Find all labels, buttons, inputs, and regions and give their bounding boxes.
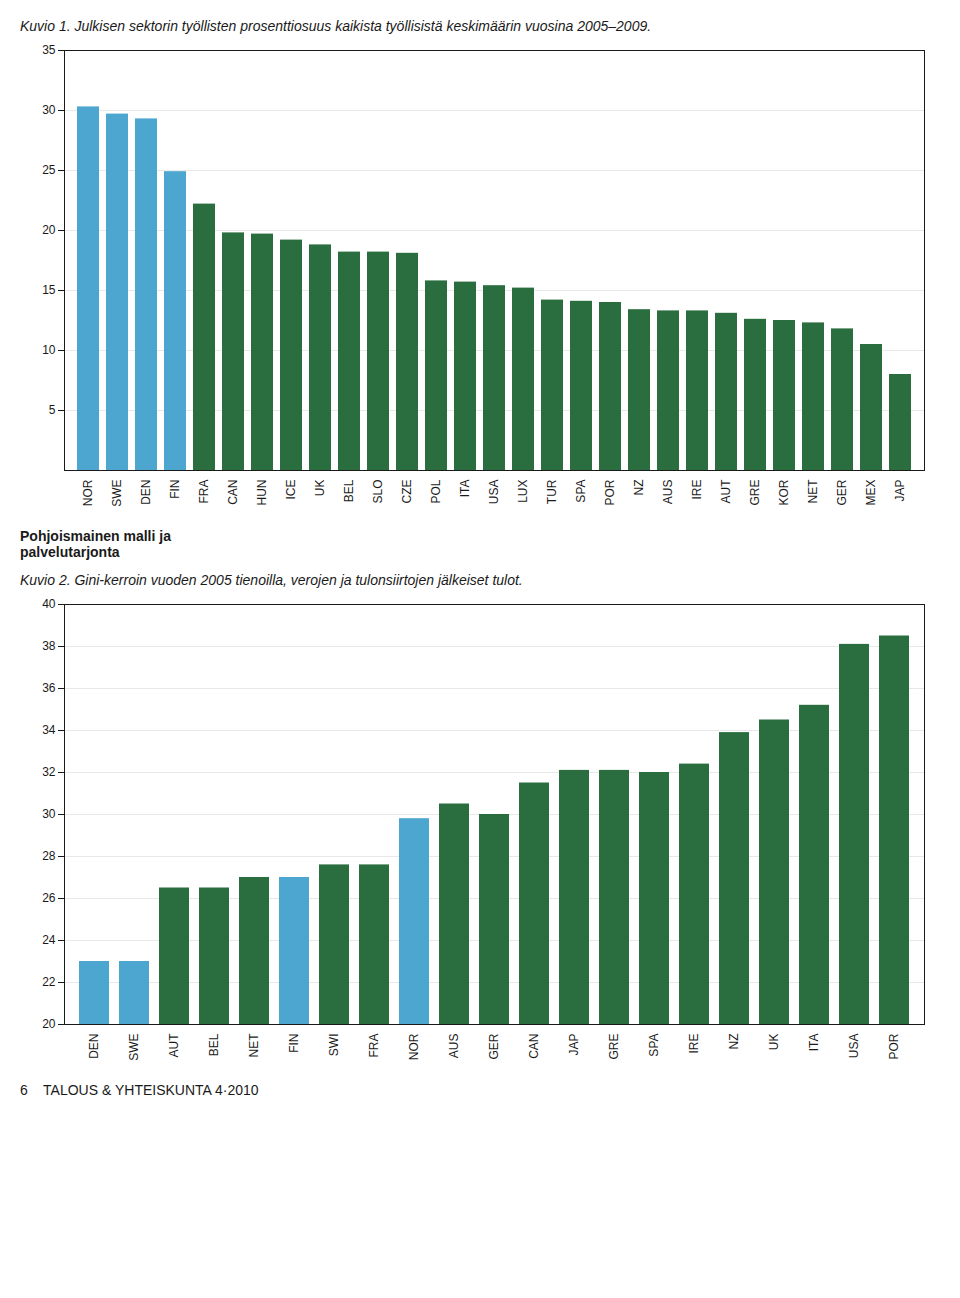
svg-text:SPA: SPA xyxy=(647,1034,661,1057)
svg-text:15: 15 xyxy=(42,283,56,297)
svg-text:GRE: GRE xyxy=(748,480,762,506)
svg-text:KOR: KOR xyxy=(777,479,791,505)
svg-text:36: 36 xyxy=(42,681,56,695)
svg-text:USA: USA xyxy=(847,1034,861,1059)
svg-text:AUS: AUS xyxy=(661,480,675,505)
svg-text:ICE: ICE xyxy=(284,480,298,500)
svg-text:38: 38 xyxy=(42,639,56,653)
svg-text:ITA: ITA xyxy=(807,1034,821,1052)
svg-text:SLO: SLO xyxy=(371,480,385,504)
svg-text:NET: NET xyxy=(247,1033,261,1058)
svg-text:35: 35 xyxy=(42,43,56,57)
svg-text:5: 5 xyxy=(49,403,56,417)
svg-text:CAN: CAN xyxy=(226,480,240,505)
svg-text:USA: USA xyxy=(487,480,501,505)
svg-text:JAP: JAP xyxy=(567,1034,581,1056)
svg-text:SWE: SWE xyxy=(110,480,124,507)
svg-text:40: 40 xyxy=(42,597,56,611)
svg-text:32: 32 xyxy=(42,765,56,779)
svg-text:POL: POL xyxy=(429,479,443,503)
svg-text:CAN: CAN xyxy=(527,1034,541,1059)
svg-text:GER: GER xyxy=(835,479,849,505)
svg-text:SWI: SWI xyxy=(327,1034,341,1057)
svg-text:20: 20 xyxy=(42,1017,56,1031)
svg-text:SWE: SWE xyxy=(127,1034,141,1061)
svg-text:30: 30 xyxy=(42,807,56,821)
svg-text:AUS: AUS xyxy=(447,1034,461,1059)
svg-text:34: 34 xyxy=(42,723,56,737)
svg-text:NZ: NZ xyxy=(727,1034,741,1050)
svg-text:NOR: NOR xyxy=(407,1033,421,1060)
svg-text:FRA: FRA xyxy=(197,480,211,504)
svg-text:LUX: LUX xyxy=(516,480,530,503)
svg-text:JAP: JAP xyxy=(893,480,907,502)
html-text:Pohjoismainen malli ja palvelu: Pohjoismainen malli ja palvelutarjonta xyxy=(20,528,171,560)
svg-text:20: 20 xyxy=(42,223,56,237)
svg-text:CZE: CZE xyxy=(400,480,414,504)
html-text:Kuvio 2. Gini-kerroin vuoden 2: Kuvio 2. Gini-kerroin vuoden 2005 tienoi… xyxy=(20,572,523,588)
svg-text:NZ: NZ xyxy=(632,480,646,496)
svg-text:10: 10 xyxy=(42,343,56,357)
svg-text:BEL: BEL xyxy=(342,479,356,502)
svg-text:TUR: TUR xyxy=(545,479,559,504)
svg-text:26: 26 xyxy=(42,891,56,905)
svg-text:UK: UK xyxy=(313,480,327,497)
svg-text:IRE: IRE xyxy=(690,480,704,500)
svg-text:NET: NET xyxy=(806,479,820,504)
svg-text:ITA: ITA xyxy=(458,480,472,498)
svg-text:28: 28 xyxy=(42,849,56,863)
html-text:Kuvio 1. Julkisen sektorin työ: Kuvio 1. Julkisen sektorin työllisten pr… xyxy=(20,18,652,34)
svg-text:30: 30 xyxy=(42,103,56,117)
svg-text:POR: POR xyxy=(887,1033,901,1059)
svg-text:POR: POR xyxy=(603,479,617,505)
html-text:6 TALOUS & YHTEISKUNTA 4·2010: 6 TALOUS & YHTEISKUNTA 4·2010 xyxy=(20,1082,259,1098)
svg-text:BEL: BEL xyxy=(207,1033,221,1056)
svg-text:UK: UK xyxy=(767,1034,781,1051)
svg-text:25: 25 xyxy=(42,163,56,177)
svg-text:FIN: FIN xyxy=(168,480,182,499)
svg-text:GRE: GRE xyxy=(607,1034,621,1060)
svg-text:FIN: FIN xyxy=(287,1034,301,1053)
svg-text:DEN: DEN xyxy=(139,480,153,505)
svg-text:22: 22 xyxy=(42,975,56,989)
svg-text:AUT: AUT xyxy=(719,479,733,504)
svg-text:NOR: NOR xyxy=(81,479,95,506)
svg-text:MEX: MEX xyxy=(864,480,878,506)
svg-text:HUN: HUN xyxy=(255,480,269,506)
svg-text:AUT: AUT xyxy=(167,1033,181,1058)
svg-text:SPA: SPA xyxy=(574,480,588,503)
svg-text:FRA: FRA xyxy=(367,1034,381,1058)
svg-text:GER: GER xyxy=(487,1033,501,1059)
svg-text:DEN: DEN xyxy=(87,1034,101,1059)
svg-text:24: 24 xyxy=(42,933,56,947)
svg-text:IRE: IRE xyxy=(687,1034,701,1054)
